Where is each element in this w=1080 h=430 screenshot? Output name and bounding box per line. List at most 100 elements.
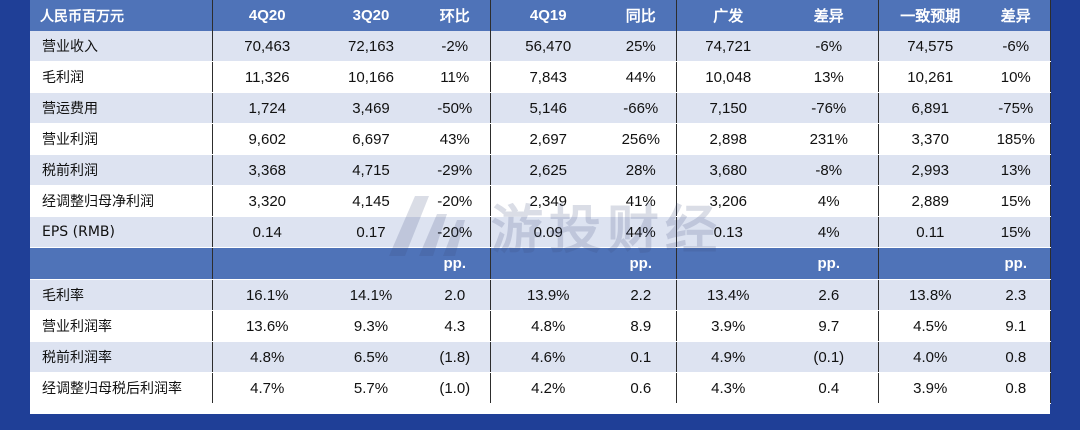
table-cell: 9.1: [982, 310, 1051, 342]
table-cell: [322, 247, 420, 280]
table-cell: 4.8%: [489, 310, 606, 342]
table-row: 税前利润率 4.8% 6.5% (1.8) 4.6% 0.1 4.9% (0.1) 4.0% 0.…: [30, 341, 1051, 373]
table-cell: 0.4: [780, 372, 878, 404]
table-row: 营业利润 9,602 6,697 43% 2,697 256% 2,898 231% 3,370…: [30, 123, 1051, 155]
table-cell: 4,715: [322, 154, 420, 186]
table-cell: 3.9%: [675, 310, 780, 342]
table-cell: 4.2%: [489, 372, 606, 404]
table-cell: 13.8%: [877, 279, 982, 311]
table-cell: 6,891: [877, 92, 982, 124]
row-label-cell: 毛利率: [30, 279, 212, 311]
table-cell: 43%: [420, 123, 490, 155]
table-cell: 74,721: [675, 31, 780, 62]
table-row: 毛利润 11,326 10,166 11% 7,843 44% 10,048 13% 10,26…: [30, 61, 1051, 93]
row-label-cell: 营业收入: [30, 31, 212, 62]
table-cell: 2.2: [606, 279, 676, 311]
table-cell: -66%: [606, 92, 676, 124]
table-cell: 7,150: [675, 92, 780, 124]
table-cell: 3,680: [675, 154, 780, 186]
table-cell: 185%: [982, 123, 1051, 155]
table-cell: 4.6%: [489, 341, 606, 373]
header-cell: 环比: [420, 0, 490, 31]
table-row: 营运费用 1,724 3,469 -50% 5,146 -66% 7,150 -76% 6,89…: [30, 92, 1051, 124]
table-cell: 0.8: [982, 341, 1051, 373]
table-cell: 8.9: [606, 310, 676, 342]
table-cell: 70,463: [211, 31, 322, 62]
table-row: 经调整归母净利润 3,320 4,145 -20% 2,349 41% 3,206 4% 2,8…: [30, 185, 1051, 217]
table-cell: 0.1: [606, 341, 676, 373]
table-cell: 16.1%: [211, 279, 322, 311]
table-cell: 4.5%: [877, 310, 982, 342]
table-cell: 11,326: [211, 61, 322, 93]
table-cell: -29%: [420, 154, 490, 186]
table-cell: 28%: [606, 154, 676, 186]
table-cell: 10,048: [675, 61, 780, 93]
table-cell: 3,206: [675, 185, 780, 217]
table-cell: 13%: [982, 154, 1051, 186]
row-label-cell: [30, 247, 212, 280]
table-cell: 74,575: [877, 31, 982, 62]
table-cell: 13.6%: [211, 310, 322, 342]
table-cell: 231%: [780, 123, 878, 155]
table-cell: 56,470: [489, 31, 606, 62]
table-cell: 13.4%: [675, 279, 780, 311]
table-cell: -6%: [780, 31, 878, 62]
row-label-cell: 税前利润率: [30, 341, 212, 373]
table-cell: (1.8): [420, 341, 490, 373]
table-cell: -6%: [982, 31, 1051, 62]
table-row: 营业利润率 13.6% 9.3% 4.3 4.8% 8.9 3.9% 9.7 4.5% 9.1: [30, 310, 1051, 342]
row-label-cell: EPS (RMB): [30, 216, 212, 248]
table-cell: 44%: [606, 61, 676, 93]
header-cell: 4Q20: [211, 0, 322, 31]
table-cell: 13%: [780, 61, 878, 93]
table-cell: 4%: [780, 216, 878, 248]
table-cell: -76%: [780, 92, 878, 124]
table-cell: 0.6: [606, 372, 676, 404]
table-cell: 44%: [606, 216, 676, 248]
row-label-cell: 经调整归母净利润: [30, 185, 212, 217]
table-cell: 5,146: [489, 92, 606, 124]
row-label-cell: 经调整归母税后利润率: [30, 372, 212, 404]
table-cell: 1,724: [211, 92, 322, 124]
table-cell: 2,898: [675, 123, 780, 155]
table-cell: 25%: [606, 31, 676, 62]
table-cell: 7,843: [489, 61, 606, 93]
table-cell: 0.13: [675, 216, 780, 248]
table-cell: 3,469: [322, 92, 420, 124]
table-cell: 3,370: [877, 123, 982, 155]
table-cell: 10,166: [322, 61, 420, 93]
table-cell: 4%: [780, 185, 878, 217]
table-cell: 2,625: [489, 154, 606, 186]
table-cell: 72,163: [322, 31, 420, 62]
table-cell: -20%: [420, 185, 490, 217]
table-cell: pp.: [606, 247, 676, 280]
table-header-row: 人民币百万元 4Q20 3Q20 环比 4Q19 同比 广发 差异 一致预期 差…: [30, 0, 1051, 31]
table-row: 税前利润 3,368 4,715 -29% 2,625 28% 3,680 -8% 2,993 1…: [30, 154, 1051, 186]
table-cell: pp.: [780, 247, 878, 280]
table-cell: 4,145: [322, 185, 420, 217]
table-cell: 4.9%: [675, 341, 780, 373]
table-cell: 3.9%: [877, 372, 982, 404]
table-cell: 6,697: [322, 123, 420, 155]
table-cell: 2,349: [489, 185, 606, 217]
table-cell: 14.1%: [322, 279, 420, 311]
table-cell: 2,697: [489, 123, 606, 155]
table-cell: 256%: [606, 123, 676, 155]
table-cell: pp.: [982, 247, 1051, 280]
table-cell: 0.17: [322, 216, 420, 248]
row-label-cell: 营业利润: [30, 123, 212, 155]
table-cell: 2,993: [877, 154, 982, 186]
table-cell: 0.14: [211, 216, 322, 248]
table-row: 毛利率 16.1% 14.1% 2.0 13.9% 2.2 13.4% 2.6 13.8% 2.3: [30, 279, 1051, 311]
table-cell: (0.1): [780, 341, 878, 373]
table-cell: 10,261: [877, 61, 982, 93]
header-cell: 3Q20: [322, 0, 420, 31]
table-cell: [211, 247, 322, 280]
table-cell: -50%: [420, 92, 490, 124]
table-cell: 0.09: [489, 216, 606, 248]
table-cell: 9.3%: [322, 310, 420, 342]
table-cell: -8%: [780, 154, 878, 186]
table-cell: 0.8: [982, 372, 1051, 404]
table-cell: 2.0: [420, 279, 490, 311]
table-cell: 3,320: [211, 185, 322, 217]
